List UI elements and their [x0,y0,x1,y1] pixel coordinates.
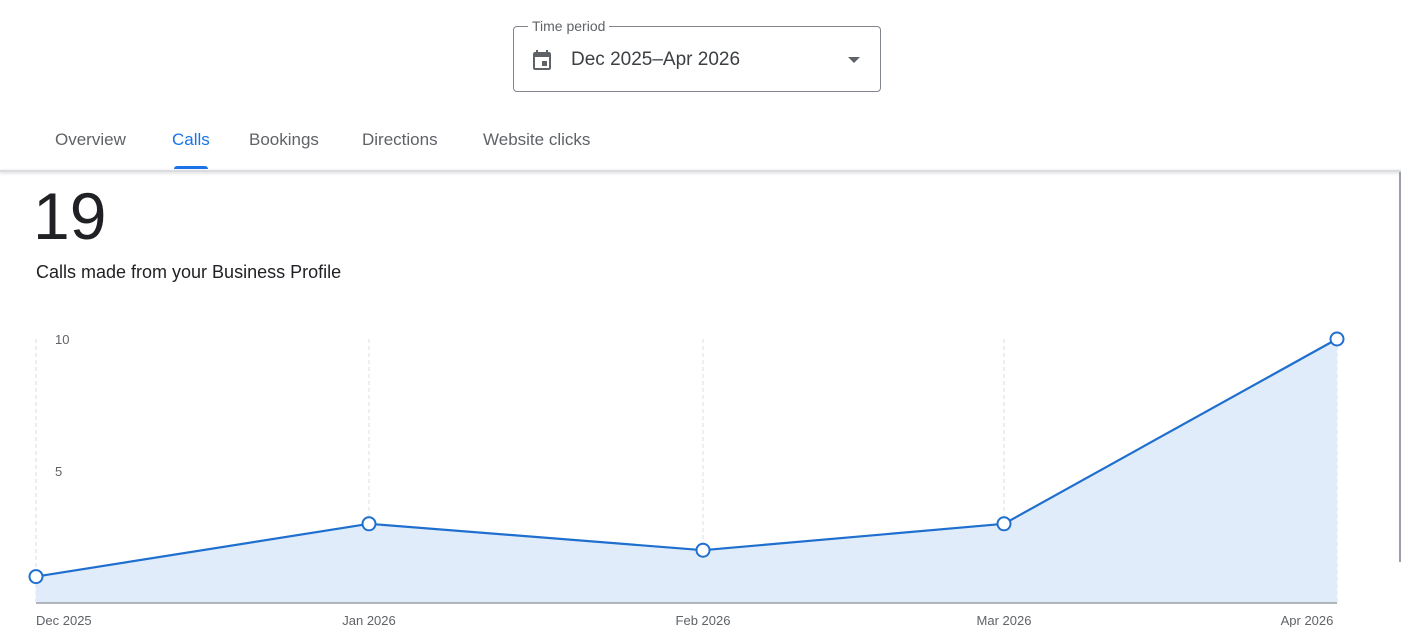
tab-overview[interactable]: Overview [55,130,126,149]
y-tick-label-5: 5 [55,464,62,479]
arrow-drop-down-icon [848,57,860,63]
active-tab-indicator [174,166,208,169]
x-tick-label-dec-2025: Dec 2025 [36,613,92,627]
tab-bar: Overview Calls Bookings Directions Websi… [0,118,1401,170]
tab-directions[interactable]: Directions [362,130,438,149]
total-calls-caption: Calls made from your Business Profile [36,262,342,282]
tab-calls[interactable]: Calls [172,130,210,149]
tab-website-clicks[interactable]: Website clicks [483,130,591,149]
time-period-select[interactable]: Time period Dec 2025–Apr 2026 [513,18,881,92]
x-tick-label-jan-2026: Jan 2026 [342,613,396,627]
calendar-icon [533,50,551,70]
total-calls-value: 19 [33,179,107,253]
x-tick-label-apr-2026: Apr 2026 [1281,613,1334,627]
time-period-value: Dec 2025–Apr 2026 [571,49,741,70]
y-tick-label-10: 10 [55,332,69,347]
x-tick-label-feb-2026: Feb 2026 [676,613,731,627]
tab-bookings[interactable]: Bookings [249,130,319,149]
time-period-label: Time period [528,18,610,34]
data-point-mar-2026[interactable] [996,516,1012,532]
series-area [36,339,1337,603]
data-point-dec-2025[interactable] [28,569,44,585]
data-point-apr-2026[interactable] [1329,331,1345,347]
header-divider [0,170,1401,172]
x-tick-label-mar-2026: Mar 2026 [977,613,1032,627]
data-point-jan-2026[interactable] [361,516,377,532]
data-point-feb-2026[interactable] [695,542,711,558]
panel-edge [1399,172,1401,562]
